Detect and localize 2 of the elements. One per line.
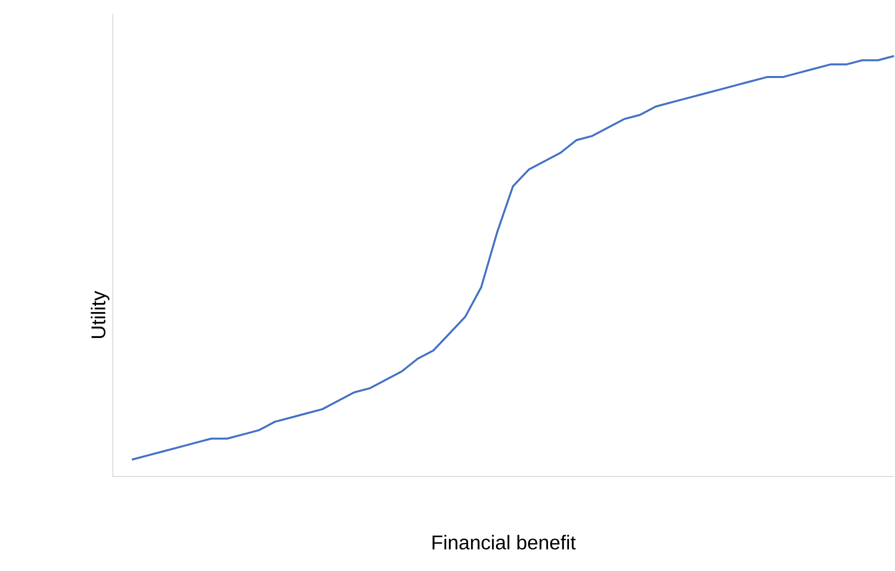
y-axis-title: Utility [90,290,110,338]
x-axis-title: Financial benefit [432,534,576,550]
